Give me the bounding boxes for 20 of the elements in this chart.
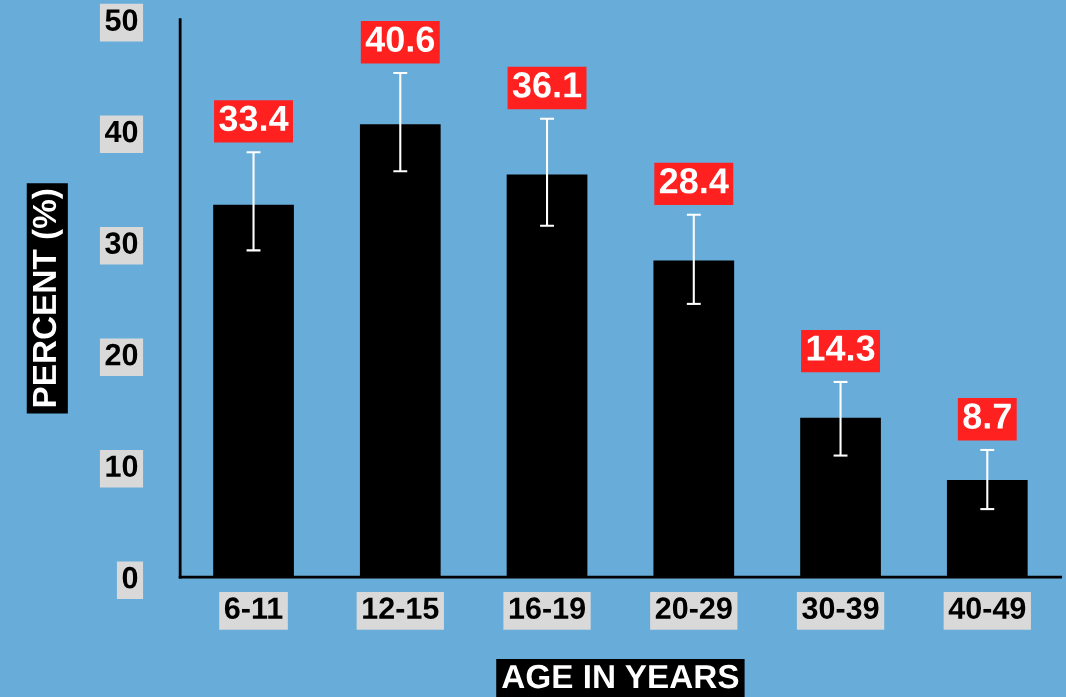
- x-tick-label: 6-11: [224, 597, 283, 619]
- data-label: 40.6: [365, 26, 435, 52]
- data-label: 8.7: [963, 403, 1011, 429]
- y-tick-label: 0: [122, 566, 138, 589]
- x-tick-label: 12-15: [363, 597, 439, 619]
- x-tick-label: 30-39: [802, 597, 879, 620]
- y-tick-label: 40: [104, 120, 138, 143]
- y-tick-label: 30: [105, 232, 138, 254]
- data-label: 14.3: [807, 335, 875, 361]
- x-tick-label: 16-19: [509, 597, 585, 619]
- y-tick-label: 20: [105, 343, 138, 366]
- x-tick-label: 40-49: [948, 597, 1026, 619]
- y-tick-label: 10: [106, 455, 138, 477]
- y-axis-title: PERCENT (%): [31, 189, 63, 407]
- x-axis-title: AGE IN YEARS: [502, 664, 739, 689]
- data-label: 28.4: [659, 168, 729, 194]
- y-tick-label: 50: [105, 9, 138, 31]
- data-label: 33.4: [219, 105, 289, 132]
- data-label: 36.1: [512, 72, 582, 98]
- x-tick-label: 20-29: [655, 597, 732, 619]
